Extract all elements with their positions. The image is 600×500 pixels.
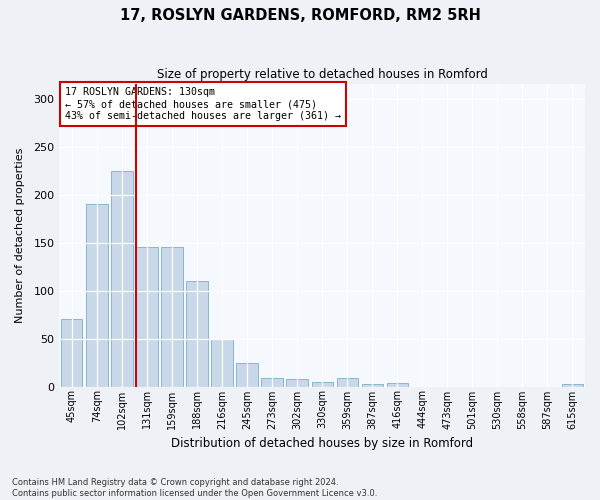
Bar xyxy=(337,378,358,386)
Bar xyxy=(61,320,82,386)
Bar xyxy=(211,338,233,386)
Bar xyxy=(311,382,333,386)
X-axis label: Distribution of detached houses by size in Romford: Distribution of detached houses by size … xyxy=(171,437,473,450)
Bar xyxy=(262,378,283,386)
Bar xyxy=(161,248,182,386)
Bar xyxy=(187,281,208,386)
Text: 17, ROSLYN GARDENS, ROMFORD, RM2 5RH: 17, ROSLYN GARDENS, ROMFORD, RM2 5RH xyxy=(119,8,481,22)
Bar xyxy=(136,248,158,386)
Bar xyxy=(111,171,133,386)
Bar xyxy=(562,384,583,386)
Text: Contains HM Land Registry data © Crown copyright and database right 2024.
Contai: Contains HM Land Registry data © Crown c… xyxy=(12,478,377,498)
Bar xyxy=(236,362,258,386)
Bar xyxy=(362,384,383,386)
Bar xyxy=(86,204,107,386)
Text: 17 ROSLYN GARDENS: 130sqm
← 57% of detached houses are smaller (475)
43% of semi: 17 ROSLYN GARDENS: 130sqm ← 57% of detac… xyxy=(65,88,341,120)
Bar xyxy=(386,382,408,386)
Bar xyxy=(286,379,308,386)
Title: Size of property relative to detached houses in Romford: Size of property relative to detached ho… xyxy=(157,68,488,80)
Y-axis label: Number of detached properties: Number of detached properties xyxy=(15,148,25,323)
